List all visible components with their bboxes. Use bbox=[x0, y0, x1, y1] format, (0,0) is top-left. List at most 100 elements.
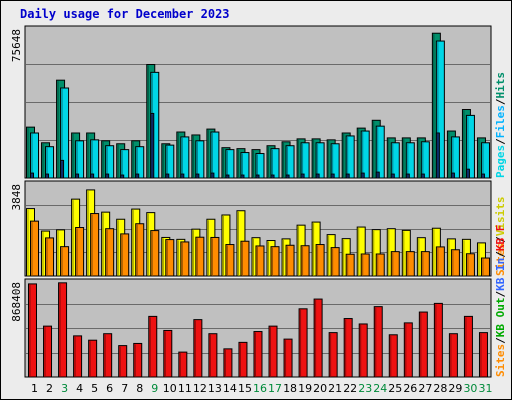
files-bar bbox=[465, 114, 475, 179]
files-bar bbox=[270, 148, 280, 179]
kb-bar bbox=[373, 306, 383, 378]
sites-bar bbox=[105, 228, 115, 277]
files-bar bbox=[195, 140, 205, 179]
kb-bar bbox=[343, 318, 353, 378]
day-label-8: 8 bbox=[136, 382, 143, 395]
sites-bar bbox=[480, 257, 490, 277]
files-bar bbox=[90, 139, 100, 179]
sites-bar bbox=[435, 246, 445, 277]
files-bar bbox=[330, 143, 340, 179]
sites-bar bbox=[60, 246, 70, 277]
sites-bar bbox=[405, 251, 415, 277]
kb-bar bbox=[163, 329, 173, 378]
files-bar bbox=[135, 146, 145, 179]
panel-1-legend: Pages/Files/Hits bbox=[494, 72, 507, 178]
sites-bar bbox=[285, 244, 295, 277]
files-bar bbox=[345, 135, 355, 179]
day-label-4: 4 bbox=[76, 382, 83, 395]
day-label-30: 30 bbox=[463, 382, 477, 395]
day-label-22: 22 bbox=[343, 382, 357, 395]
panel-2-legend: Sites/Visits bbox=[494, 197, 507, 277]
day-label-28: 28 bbox=[433, 382, 447, 395]
day-label-1: 1 bbox=[31, 382, 38, 395]
files-bar bbox=[60, 87, 70, 179]
files-bar bbox=[360, 130, 370, 179]
panel-2-max-label: 3848 bbox=[10, 184, 23, 211]
kb-bar bbox=[268, 325, 278, 378]
day-label-25: 25 bbox=[388, 382, 402, 395]
kb-bar bbox=[418, 311, 428, 378]
kb-bar bbox=[448, 333, 458, 378]
day-label-27: 27 bbox=[418, 382, 432, 395]
sites-bar bbox=[375, 253, 385, 277]
panel-1-max-label: 75648 bbox=[10, 29, 23, 62]
day-label-17: 17 bbox=[268, 382, 282, 395]
files-bar bbox=[390, 142, 400, 179]
sites-bar bbox=[420, 251, 430, 277]
kb-bar bbox=[238, 341, 248, 378]
sites-bar bbox=[300, 245, 310, 277]
kb-bar bbox=[328, 332, 338, 378]
day-label-16: 16 bbox=[253, 382, 267, 395]
day-label-6: 6 bbox=[106, 382, 113, 395]
sites-bar bbox=[255, 245, 265, 277]
files-bar bbox=[405, 142, 415, 179]
files-bar bbox=[165, 144, 175, 179]
sites-bar bbox=[150, 230, 160, 277]
kb-bar bbox=[463, 315, 473, 378]
day-label-2: 2 bbox=[46, 382, 53, 395]
kb-bar bbox=[88, 339, 98, 378]
files-bar bbox=[180, 136, 190, 179]
kb-bar bbox=[148, 315, 158, 378]
kb-bar bbox=[208, 333, 218, 378]
kb-bar bbox=[73, 335, 83, 378]
kb-bar bbox=[298, 308, 308, 378]
sites-bar bbox=[315, 244, 325, 277]
day-label-21: 21 bbox=[328, 382, 342, 395]
panel-3-legend: Sites/KB Out/KB In/KB F bbox=[494, 225, 507, 377]
kb-bar bbox=[193, 319, 203, 378]
day-label-12: 12 bbox=[193, 382, 207, 395]
kb-bar bbox=[433, 302, 443, 378]
sites-bar bbox=[450, 249, 460, 277]
day-label-15: 15 bbox=[238, 382, 252, 395]
day-label-7: 7 bbox=[121, 382, 128, 395]
sites-bar bbox=[360, 253, 370, 277]
kb-bar bbox=[58, 282, 68, 378]
sites-bar bbox=[135, 223, 145, 277]
day-label-29: 29 bbox=[448, 382, 462, 395]
files-bar bbox=[225, 149, 235, 179]
files-bar bbox=[105, 145, 115, 179]
kb-bar bbox=[388, 334, 398, 378]
day-label-24: 24 bbox=[373, 382, 387, 395]
sites-bar bbox=[75, 227, 85, 277]
sites-bar bbox=[330, 247, 340, 277]
files-bar bbox=[435, 40, 445, 179]
day-label-31: 31 bbox=[478, 382, 492, 395]
sites-bar bbox=[180, 241, 190, 277]
sites-bar bbox=[45, 237, 55, 277]
kb-bar bbox=[28, 283, 37, 378]
kb-bar bbox=[223, 348, 233, 378]
day-label-13: 13 bbox=[208, 382, 222, 395]
files-bar bbox=[315, 142, 325, 179]
kb-bar bbox=[118, 345, 128, 378]
sites-bar bbox=[225, 244, 235, 277]
day-label-20: 20 bbox=[313, 382, 327, 395]
kb-bar bbox=[358, 323, 368, 378]
files-bar bbox=[285, 145, 295, 179]
sites-bar bbox=[345, 253, 355, 277]
day-label-14: 14 bbox=[223, 382, 237, 395]
files-bar bbox=[255, 153, 265, 179]
chart-title: Daily usage for December 2023 bbox=[20, 7, 230, 21]
day-label-26: 26 bbox=[403, 382, 417, 395]
sites-bar bbox=[465, 253, 475, 277]
kb-bar bbox=[178, 351, 188, 378]
sites-bar bbox=[120, 233, 130, 277]
day-label-5: 5 bbox=[91, 382, 98, 395]
day-label-19: 19 bbox=[298, 382, 312, 395]
kb-bar bbox=[313, 298, 323, 378]
files-bar bbox=[120, 149, 130, 179]
